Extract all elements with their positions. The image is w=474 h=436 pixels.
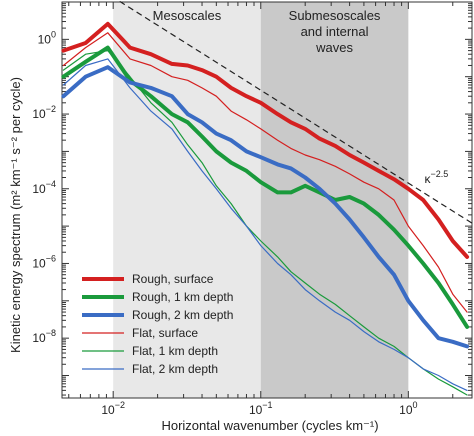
band-label: Mesoscales: [153, 8, 222, 23]
legend-label: Rough, surface: [132, 272, 214, 286]
legend-label: Flat, 2 km depth: [132, 362, 218, 376]
label-layer: 10−2 10−1 100 100 10−2 10−4 10−6 10−8 κ−2.5: [32, 29, 448, 417]
y-tick-label: 10−6: [32, 253, 56, 270]
x-tick-label: 100: [399, 400, 417, 417]
legend: Rough, surface Rough, 1 km depth Rough, 2 …: [82, 272, 233, 376]
band-label: Submesoscales: [289, 8, 381, 23]
axes-layer: [61, 1, 473, 399]
y-axis-title: Kinetic energy spectrum (m² km⁻¹ s⁻² per…: [8, 77, 23, 353]
legend-label: Rough, 1 km depth: [132, 290, 233, 304]
y-tick-label: 100: [38, 29, 56, 46]
reference-line-layer: [116, 0, 473, 224]
series-line-rough-surface: [61, 21, 470, 259]
band-label: and internal: [301, 24, 369, 39]
series-line-flat-2-km-depth: [62, 58, 468, 391]
y-tick-label: 10−8: [32, 328, 56, 345]
x-tick-label: 10−2: [101, 400, 125, 417]
reference-slope-line: [116, 0, 473, 224]
series-line-flat-surface: [62, 32, 468, 313]
y-tick-label: 10−4: [32, 179, 56, 196]
x-axis-title: Horizontal wavenumber (cycles km⁻¹): [161, 418, 378, 433]
series-layer: [61, 21, 470, 396]
x-tick-label: 10−1: [249, 400, 273, 417]
reference-slope-label: κ−2.5: [425, 169, 449, 186]
legend-label: Flat, surface: [132, 326, 198, 340]
band-mesoscales: [113, 2, 261, 398]
series-line-rough-1-km-depth: [61, 45, 470, 329]
series-line-rough-2-km-depth: [61, 65, 470, 349]
legend-label: Flat, 1 km depth: [132, 344, 218, 358]
y-tick-label: 10−2: [32, 104, 56, 121]
legend-label: Rough, 2 km depth: [132, 308, 233, 322]
band-label: waves: [315, 40, 353, 55]
